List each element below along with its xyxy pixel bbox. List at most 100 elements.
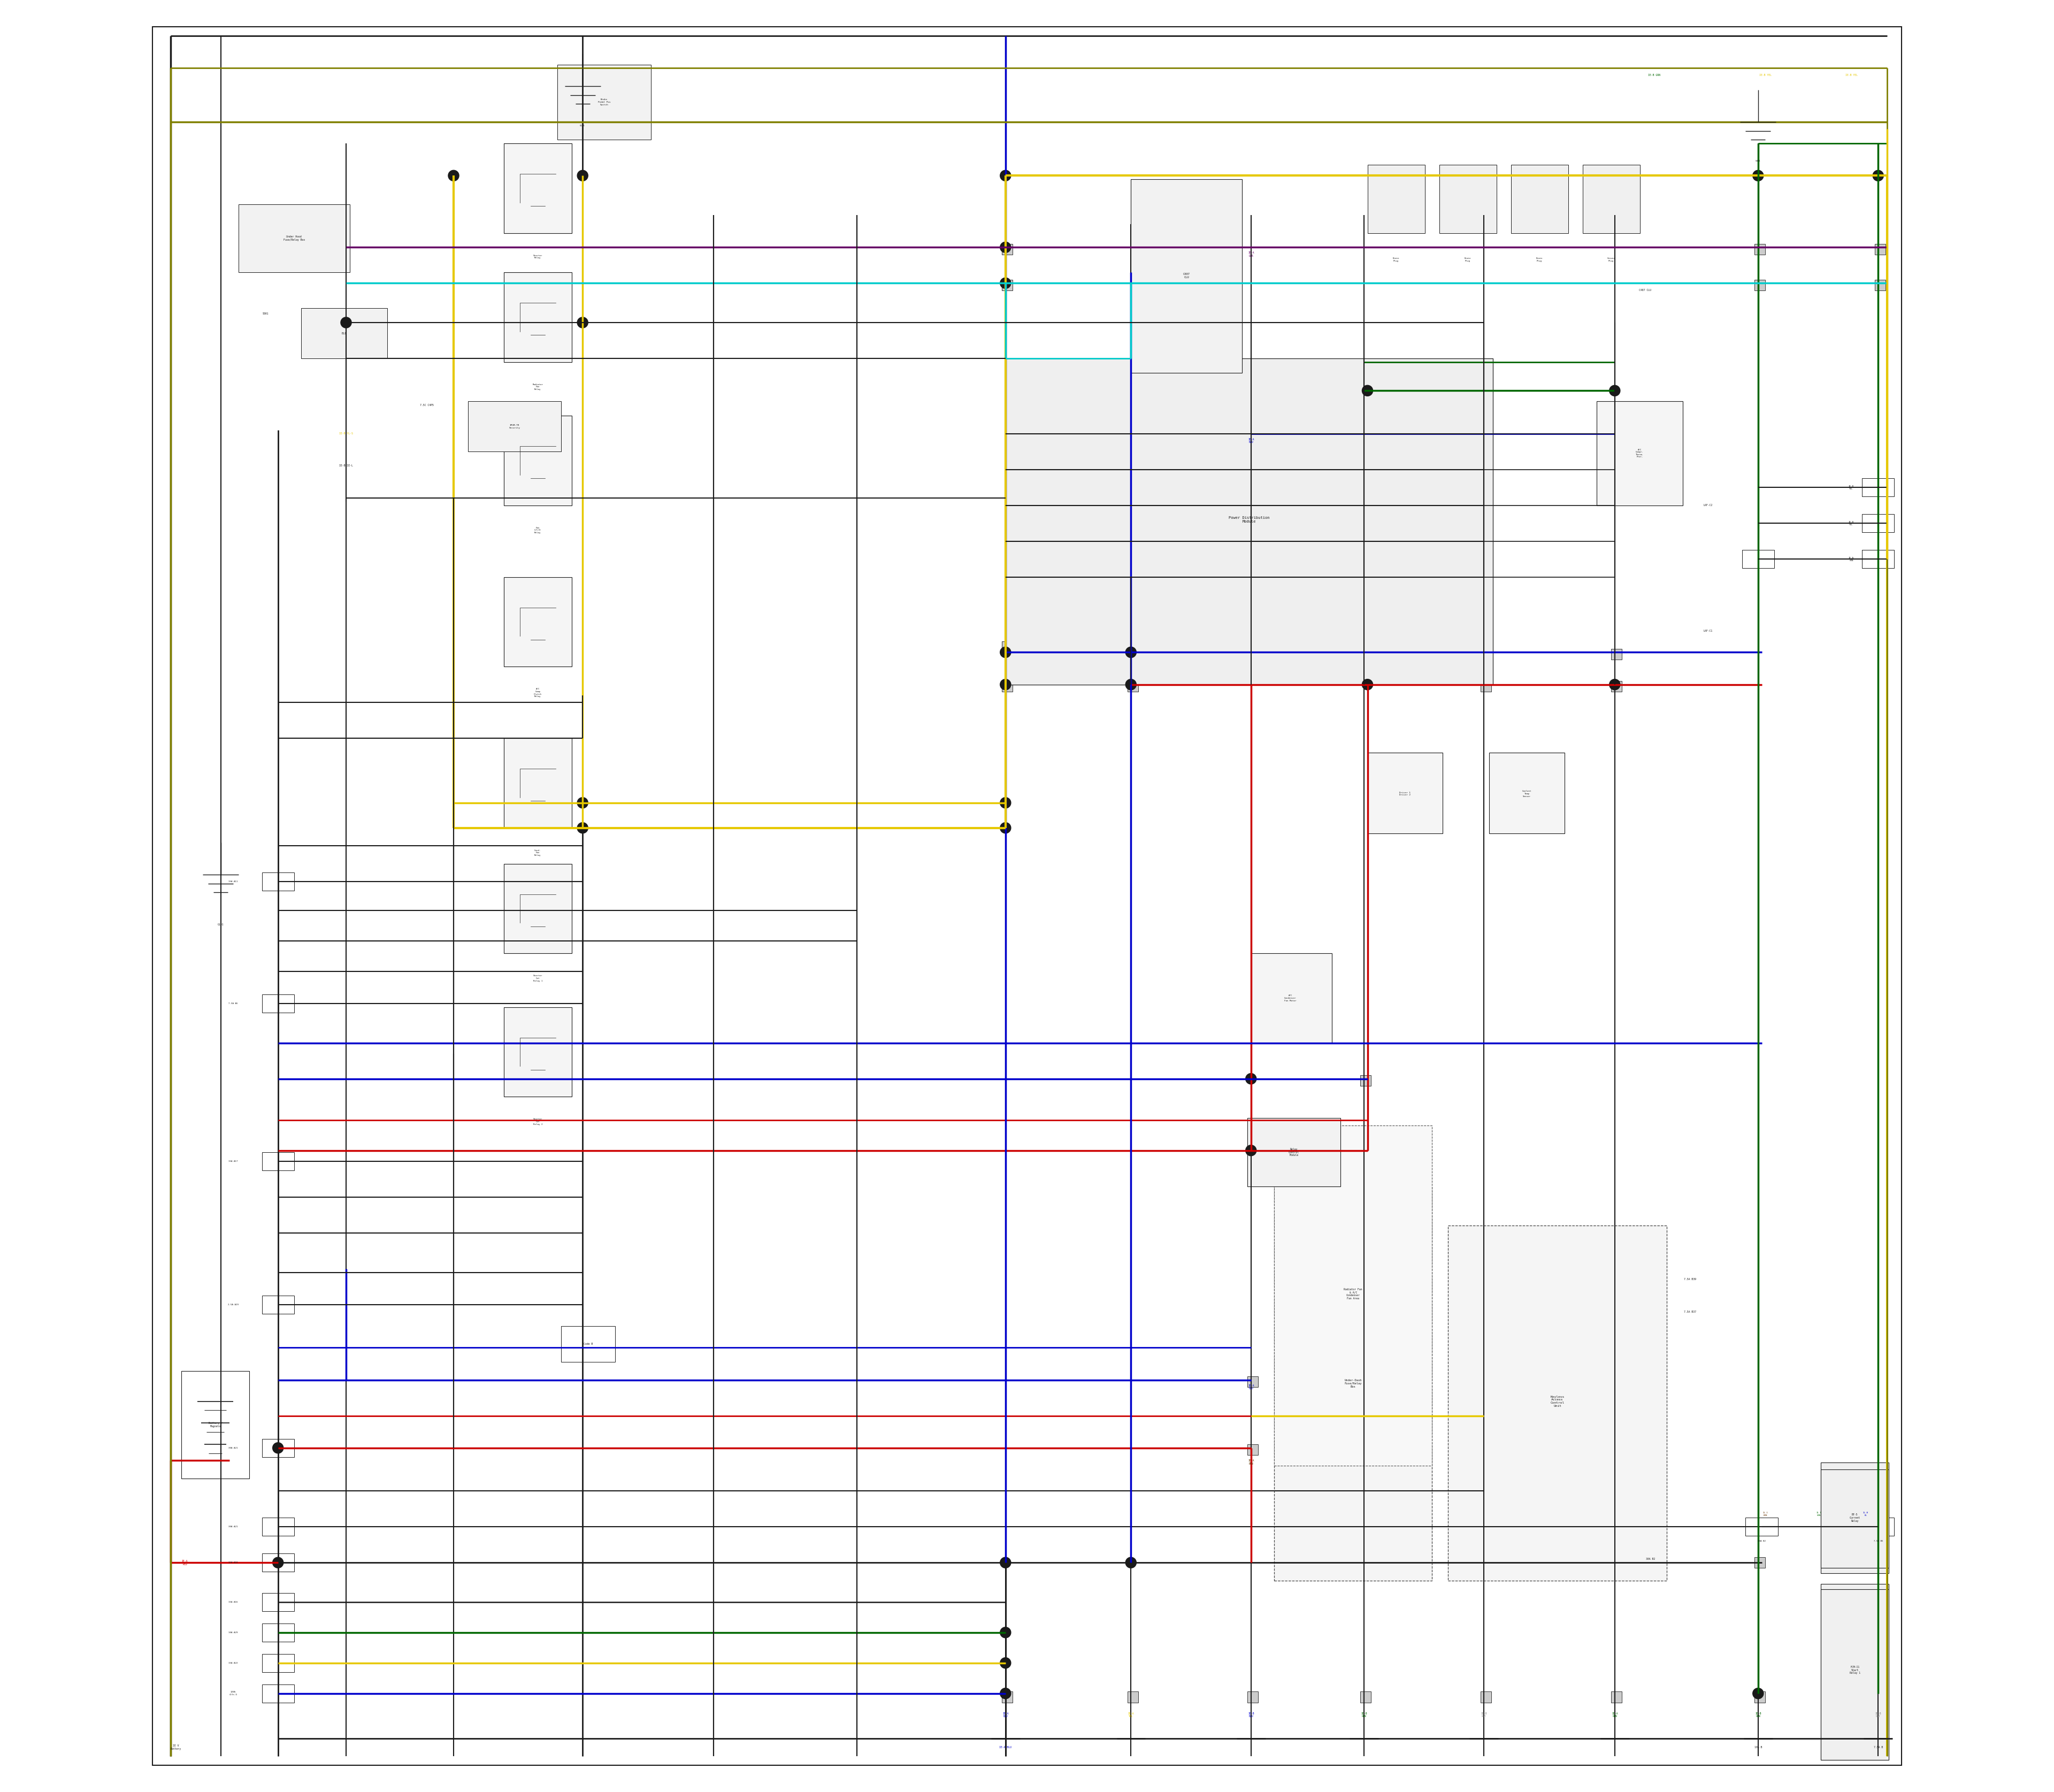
Text: IL-B
BL: IL-B BL	[1863, 1512, 1869, 1516]
Text: Code B: Code B	[583, 1342, 594, 1346]
Circle shape	[577, 823, 587, 833]
Text: Radiator
Fan
Relay: Radiator Fan Relay	[532, 383, 542, 391]
Bar	[1610, 649, 1623, 659]
Text: IE-A
DLR: IE-A DLR	[1249, 251, 1255, 258]
Bar	[1247, 1692, 1259, 1702]
Text: G101: G101	[218, 923, 224, 926]
Circle shape	[1873, 170, 1884, 181]
Bar	[1128, 1692, 1138, 1702]
Bar	[1273, 1186, 1432, 1581]
Circle shape	[1362, 385, 1372, 396]
Circle shape	[1752, 1688, 1764, 1699]
Bar	[503, 143, 571, 233]
Text: Keyless
Access
Control
Unit: Keyless Access Control Unit	[1551, 1396, 1565, 1407]
Bar	[1863, 478, 1894, 496]
Bar	[1610, 681, 1623, 692]
Circle shape	[1362, 679, 1372, 690]
Bar	[503, 272, 571, 362]
Text: Drain
Plug: Drain Plug	[1465, 258, 1471, 262]
Bar	[503, 416, 571, 505]
Bar	[1746, 1518, 1779, 1536]
Bar	[1863, 514, 1894, 532]
Bar	[1002, 244, 1013, 254]
Text: Fan
C/C/O
Relay: Fan C/C/O Relay	[534, 527, 540, 534]
Bar	[1742, 550, 1775, 568]
Text: 7.5A B: 7.5A B	[1873, 1745, 1884, 1749]
Circle shape	[1610, 385, 1621, 396]
Circle shape	[448, 170, 458, 181]
Circle shape	[1126, 647, 1136, 658]
Bar	[1273, 1125, 1432, 1466]
Text: ELD: ELD	[341, 332, 347, 335]
Bar	[1251, 953, 1331, 1043]
Bar	[1875, 280, 1886, 290]
Text: 7.5A B5: 7.5A B5	[1873, 1539, 1884, 1543]
Circle shape	[577, 170, 587, 181]
Bar	[1247, 1118, 1341, 1186]
Bar	[302, 308, 388, 358]
Text: Driver 1
Driver 2: Driver 1 Driver 2	[1399, 792, 1411, 796]
Bar	[503, 864, 571, 953]
Text: Radiator Fan
& A/C
Condenser
Fan Area: Radiator Fan & A/C Condenser Fan Area	[1343, 1288, 1362, 1299]
Text: 15A A16: 15A A16	[228, 1600, 238, 1604]
Circle shape	[1000, 278, 1011, 289]
Text: IE-B YEL: IE-B YEL	[1758, 73, 1771, 77]
Bar	[261, 1152, 294, 1170]
Text: G101: G101	[579, 124, 585, 127]
Circle shape	[577, 797, 587, 808]
Circle shape	[1126, 1557, 1136, 1568]
Bar	[1002, 642, 1013, 652]
Text: C487 CLU: C487 CLU	[1639, 289, 1651, 292]
Bar	[561, 1326, 614, 1362]
Circle shape	[1126, 679, 1136, 690]
Text: IE-A
GRN: IE-A GRN	[1612, 1711, 1619, 1719]
Text: 7.5A B37: 7.5A B37	[1684, 1310, 1697, 1314]
Bar	[261, 873, 294, 891]
Text: A/C
Comp
Clutch
Relay: A/C Comp Clutch Relay	[534, 688, 542, 697]
Text: 7.5A B39: 7.5A B39	[1684, 1278, 1697, 1281]
Text: 15A A18: 15A A18	[228, 1561, 238, 1564]
Text: 15A A22: 15A A22	[228, 1661, 238, 1665]
Text: IE-B
YEL: IE-B YEL	[1849, 486, 1855, 489]
Text: IE-A
BLU: IE-A BLU	[1249, 437, 1255, 444]
Bar	[503, 738, 571, 828]
Text: IE-B
GRY: IE-B GRY	[1875, 1711, 1881, 1719]
Circle shape	[273, 1443, 283, 1453]
Text: IE-B IE-L: IE-B IE-L	[339, 464, 353, 468]
Text: IE V
Battery: IE V Battery	[170, 1744, 181, 1751]
Bar	[1128, 642, 1138, 652]
Bar	[1247, 1444, 1259, 1455]
Bar	[1128, 681, 1138, 692]
Text: A/C
Condenser
Fan Motor: A/C Condenser Fan Motor	[1284, 995, 1296, 1002]
Bar	[1002, 1692, 1013, 1702]
Bar	[1368, 165, 1425, 233]
Text: IE-A
BLU: IE-A BLU	[1002, 1711, 1009, 1719]
Text: Starter
Cut
Relay 2: Starter Cut Relay 2	[534, 1118, 542, 1125]
Text: BT-5
Current
Relay: BT-5 Current Relay	[1849, 1514, 1861, 1521]
Text: IE-B
GRY: IE-B GRY	[1481, 1711, 1487, 1719]
Text: Relay
Control
Module: Relay Control Module	[1288, 1149, 1300, 1156]
Bar	[261, 995, 294, 1012]
Text: IE-B
GRN: IE-B GRN	[1362, 1711, 1368, 1719]
Text: 10A A29: 10A A29	[228, 1631, 238, 1634]
Text: Battery /
Magneto: Battery / Magneto	[207, 1421, 222, 1428]
Text: IE-B YEL: IE-B YEL	[1844, 73, 1857, 77]
Text: IE-B
YEL: IE-B YEL	[1849, 521, 1855, 525]
Bar	[1863, 550, 1894, 568]
Bar	[261, 1624, 294, 1641]
Text: IE-A
RED: IE-A RED	[181, 1559, 187, 1566]
Text: Starter
Cut
Relay 1: Starter Cut Relay 1	[534, 975, 542, 982]
Bar	[181, 1371, 249, 1478]
Text: Starter
Relay: Starter Relay	[534, 254, 542, 260]
Bar	[503, 1007, 571, 1097]
Bar	[1875, 1557, 1886, 1568]
Bar	[1006, 358, 1493, 685]
Text: IE-A
GRN: IE-A GRN	[1849, 557, 1855, 561]
Bar	[1360, 1147, 1372, 1158]
Text: Cond.
Fan
Relay: Cond. Fan Relay	[534, 849, 540, 857]
Text: IL-1
BRN: IL-1 BRN	[1762, 1512, 1768, 1516]
Text: Ground
Plug: Ground Plug	[1606, 258, 1614, 262]
Bar	[238, 204, 349, 272]
Bar	[1368, 753, 1442, 833]
Bar	[1481, 1692, 1491, 1702]
